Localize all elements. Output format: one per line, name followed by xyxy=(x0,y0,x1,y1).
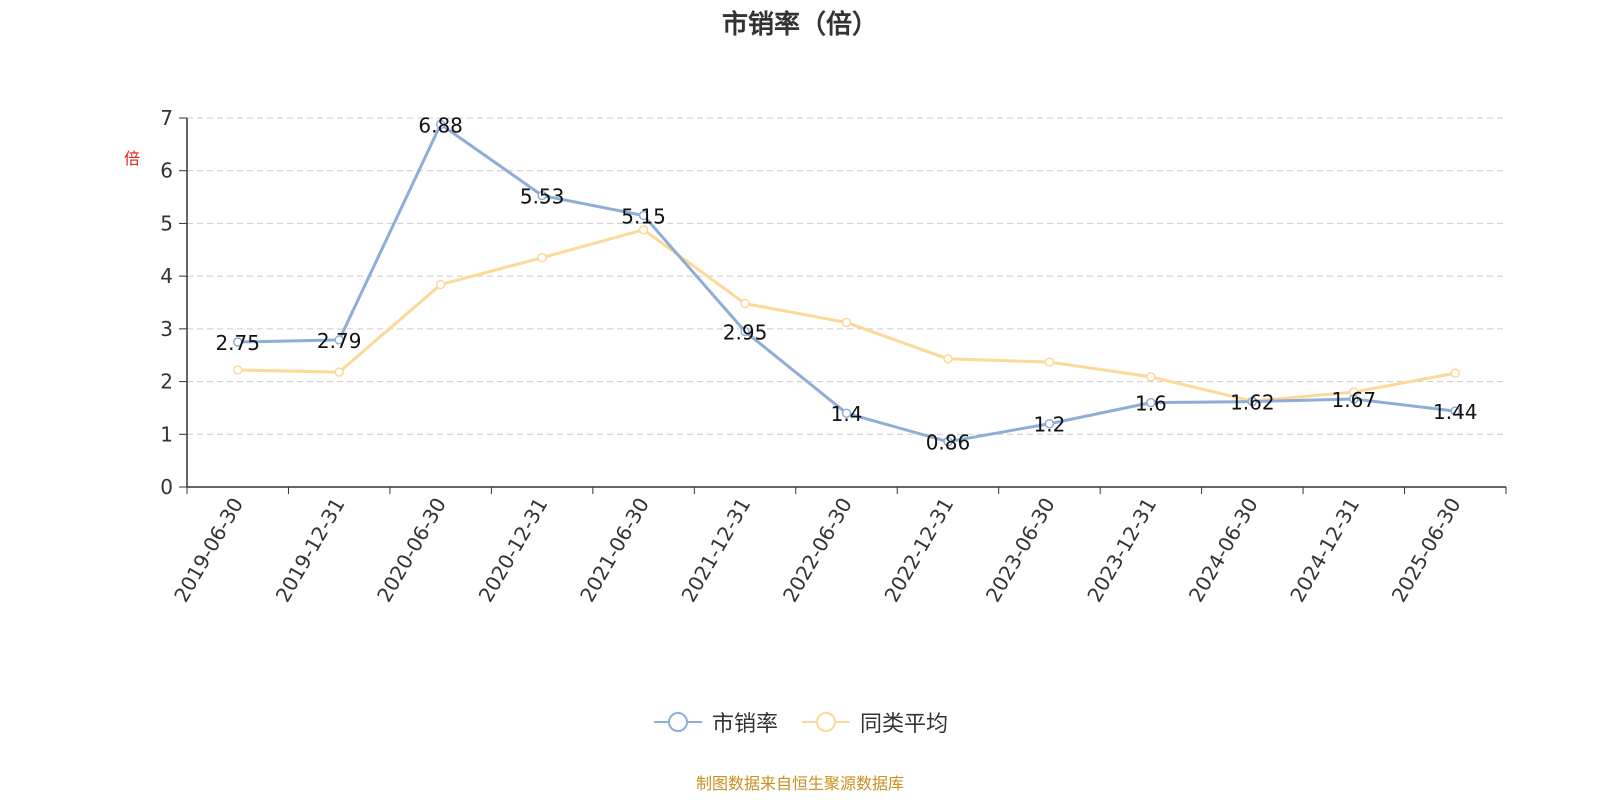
legend-line-circle-icon xyxy=(653,712,702,732)
x-tick-label: 2019-06-30 xyxy=(169,494,248,607)
data-point-series1 xyxy=(1247,396,1258,407)
data-point-series2 xyxy=(740,298,750,309)
data-point-series2 xyxy=(537,252,547,263)
data-point-series2 xyxy=(1450,368,1461,378)
x-tick-label: 2021-06-30 xyxy=(575,494,654,607)
legend-label-series2: 同类平均 xyxy=(860,712,949,737)
data-label: 1.6 xyxy=(1135,392,1167,416)
data-source-note: 制图数据来自恒生聚源数据库 xyxy=(695,774,904,793)
data-label: 2.75 xyxy=(215,331,260,355)
data-label: 0.86 xyxy=(926,431,971,455)
data-point-series1 xyxy=(1044,418,1055,429)
data-point-series1 xyxy=(740,326,750,337)
x-tick-label: 2024-06-30 xyxy=(1184,494,1263,607)
data-point-series1 xyxy=(1450,406,1461,416)
x-tick-label: 2021-12-31 xyxy=(676,494,755,607)
legend-line-circle-icon xyxy=(802,712,850,732)
data-point-series1 xyxy=(1349,394,1359,404)
data-point-series2 xyxy=(943,354,953,364)
x-tick-label: 2022-12-31 xyxy=(879,494,958,607)
x-tick-label: 2024-12-31 xyxy=(1285,494,1364,607)
line-chart: 0 1 2 3 4 5 6 7 2019-06-30 2019-12-31 2020-06-30 20… xyxy=(160,106,1507,607)
data-point-series2 xyxy=(841,317,852,328)
data-label: 2.79 xyxy=(317,329,362,353)
legend: 市销率 同类平均 xyxy=(0,706,1600,738)
data-label: 1.62 xyxy=(1230,391,1275,415)
data-point-series1 xyxy=(537,190,547,201)
x-tick-label: 2019-12-31 xyxy=(271,494,350,607)
data-point-series2 xyxy=(638,225,649,235)
legend-label-series1: 市销率 xyxy=(711,712,778,737)
data-point-series2 xyxy=(435,279,446,290)
data-point-series2 xyxy=(1044,357,1055,367)
x-tick-label: 2020-12-31 xyxy=(474,494,553,607)
x-tick-label: 2023-12-31 xyxy=(1082,494,1161,607)
data-point-series1 xyxy=(841,408,852,418)
data-point-series1 xyxy=(435,119,446,130)
data-point-series2 xyxy=(232,365,243,375)
y-tick-label: 3 xyxy=(160,317,173,341)
data-point-series1 xyxy=(943,436,953,447)
chart-title: 市销率（倍） xyxy=(721,10,878,40)
data-label: 6.88 xyxy=(418,113,463,137)
data-point-series1 xyxy=(334,335,344,345)
data-point-series2 xyxy=(334,367,344,377)
data-label: 1.2 xyxy=(1034,413,1066,437)
y-axis-unit: 倍 xyxy=(121,150,140,166)
series-line-2 xyxy=(237,228,1456,403)
data-label: 5.15 xyxy=(621,205,666,229)
x-tick-label: 2023-06-30 xyxy=(981,494,1060,607)
data-point-series1 xyxy=(1146,397,1156,408)
x-tick-label: 2022-06-30 xyxy=(778,494,857,607)
data-point-series1 xyxy=(232,337,243,347)
y-tick-label: 2 xyxy=(160,370,173,394)
legend-item-series2[interactable]: 同类平均 xyxy=(800,706,948,738)
x-tick-label: 2020-06-30 xyxy=(372,493,451,606)
data-label: 5.53 xyxy=(520,184,565,208)
data-label: 1.67 xyxy=(1332,388,1377,412)
y-tick-label: 4 xyxy=(160,264,173,288)
y-tick-label: 1 xyxy=(160,422,173,446)
data-label: 2.95 xyxy=(723,320,768,344)
data-label: 1.44 xyxy=(1433,400,1478,424)
y-tick-label: 5 xyxy=(160,211,173,235)
y-tick-label: 6 xyxy=(160,159,173,183)
data-point-series2 xyxy=(1146,372,1156,382)
y-tick-label: 7 xyxy=(160,106,173,130)
x-tick-label: 2025-06-30 xyxy=(1387,494,1466,607)
y-tick-label: 0 xyxy=(160,475,173,499)
data-point-series1 xyxy=(638,210,649,221)
legend-item-series1[interactable]: 市销率 xyxy=(652,706,778,738)
data-label: 1.4 xyxy=(831,402,863,426)
